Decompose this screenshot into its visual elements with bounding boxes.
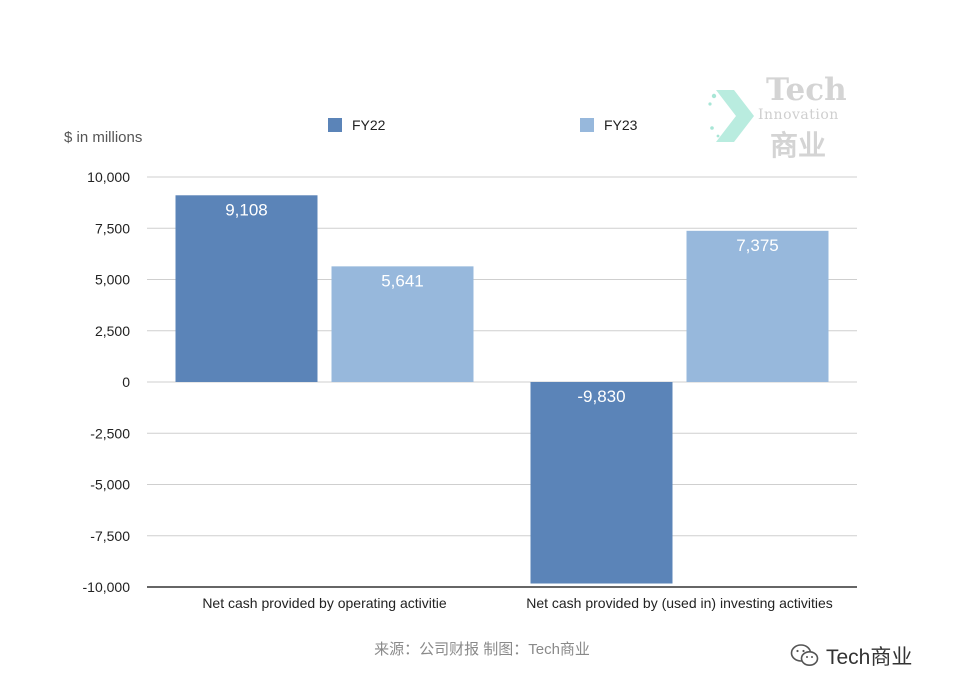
y-tick-label: 0 xyxy=(122,374,130,390)
watermark-line1: Tech xyxy=(766,72,847,108)
wechat-icon xyxy=(790,644,819,666)
watermark-logo: Tech Innovation 商业 xyxy=(708,72,858,162)
watermark-line3: 商业 xyxy=(770,129,827,162)
data-label: 7,375 xyxy=(736,236,779,255)
wechat-label: Tech商业 xyxy=(826,646,913,669)
y-tick-label: 7,500 xyxy=(95,220,130,236)
data-label: -9,830 xyxy=(577,387,625,406)
chevron-logo-icon xyxy=(708,90,754,142)
y-tick-label: 2,500 xyxy=(95,323,130,339)
bar-fy22-1 xyxy=(530,382,673,584)
legend-swatch-fy22 xyxy=(328,118,342,132)
y-tick-label: 10,000 xyxy=(87,169,130,185)
y-tick-label: -5,000 xyxy=(90,477,130,493)
data-label: 5,641 xyxy=(381,271,424,290)
bar-fy22-0 xyxy=(175,195,318,382)
legend-item-fy23: FY23 xyxy=(580,117,637,133)
watermark-line2: Innovation xyxy=(758,107,839,123)
y-tick-label: -7,500 xyxy=(90,528,130,544)
y-tick-label: -2,500 xyxy=(90,425,130,441)
bar-fy23-0 xyxy=(331,266,474,382)
y-tick-label: -10,000 xyxy=(83,579,131,595)
legend-swatch-fy23 xyxy=(580,118,594,132)
data-label: 9,108 xyxy=(225,200,268,219)
y-axis-label: $ in millions xyxy=(64,129,143,146)
bar-fy23-1 xyxy=(686,230,829,382)
x-category-label: Net cash provided by operating activitie xyxy=(202,595,447,611)
legend-label-fy23: FY23 xyxy=(604,117,638,133)
x-category-label: Net cash provided by (used in) investing… xyxy=(526,595,833,611)
y-tick-label: 5,000 xyxy=(95,272,130,288)
legend-item-fy22: FY22 xyxy=(328,117,385,133)
source-note: 来源：公司财报 制图：Tech商业 xyxy=(374,641,590,658)
legend-label-fy22: FY22 xyxy=(352,117,386,133)
wechat-account: Tech商业 xyxy=(790,641,912,671)
